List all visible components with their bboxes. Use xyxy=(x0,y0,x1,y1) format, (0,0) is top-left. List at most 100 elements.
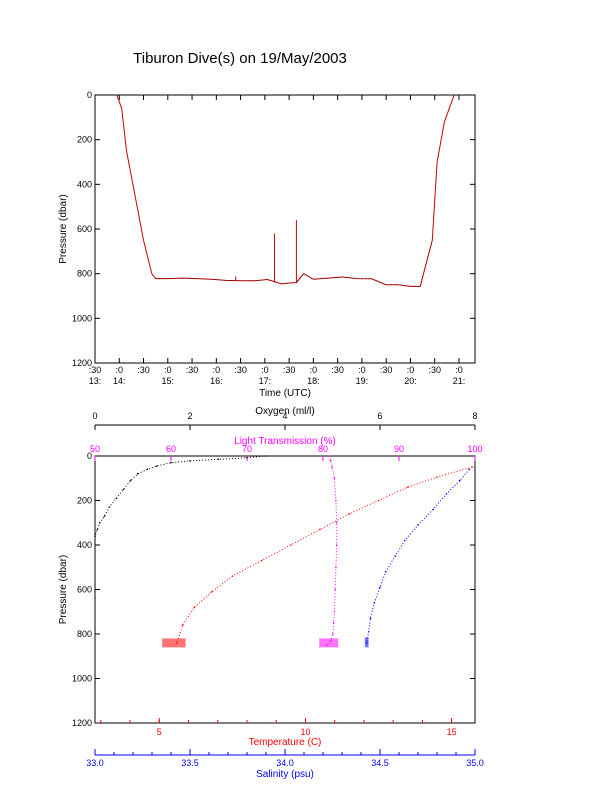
y-tick-label: 800 xyxy=(77,269,92,279)
salinity-profile-bottom-cluster xyxy=(364,637,369,648)
transmission-profile-point xyxy=(335,499,337,502)
x-tick-label-hour: 20: xyxy=(404,376,417,386)
transmission-tick-label: 50 xyxy=(90,444,100,454)
transmission-tick-label: 60 xyxy=(166,444,176,454)
x-tick-label-min: :0 xyxy=(455,365,463,375)
x-tick-label-hour: 18: xyxy=(307,376,320,386)
salinity-axis-label: Salinity (psu) xyxy=(256,769,314,780)
x-axis-label: Time (UTC) xyxy=(259,388,311,399)
temperature-tick-label: 15 xyxy=(447,727,457,737)
transmission-profile-point xyxy=(335,521,338,524)
salinity-profile-point xyxy=(384,570,387,573)
oxygen-profile-point xyxy=(108,506,111,508)
y-tick-label: 400 xyxy=(77,179,92,189)
x-tick-label-min: :30 xyxy=(428,365,441,375)
y-tick-label: 600 xyxy=(77,224,92,234)
transmission-profile-point xyxy=(329,459,332,462)
oxygen-profile-point xyxy=(98,521,101,524)
oxygen-tick-label: 4 xyxy=(282,411,287,421)
salinity-profile-point xyxy=(445,493,448,495)
oxygen-profile-point xyxy=(129,479,132,482)
pressure-trace xyxy=(116,94,455,287)
y-tick-label: 0 xyxy=(87,90,92,100)
oxygen-profile-point xyxy=(136,473,139,475)
transmission-tick-label: 70 xyxy=(242,444,252,454)
temperature-profile-bottom-cluster xyxy=(162,638,186,648)
oxygen-profile-point xyxy=(265,455,267,457)
oxygen-tick-label: 6 xyxy=(377,411,382,421)
x-tick-label-min: :30 xyxy=(234,365,247,375)
x-tick-label-hour: 16: xyxy=(210,376,223,386)
transmission-profile-point xyxy=(333,610,336,613)
oxygen-profile-point xyxy=(122,488,125,491)
oxygen-profile-point xyxy=(96,528,99,531)
y-tick-label: 1000 xyxy=(72,313,92,323)
x-tick-label-hour: 21: xyxy=(453,376,466,386)
x-tick-label-min: :30 xyxy=(89,365,102,375)
temperature-profile-point xyxy=(436,476,438,478)
x-tick-label-hour: 14: xyxy=(113,376,126,386)
x-tick-label-min: :0 xyxy=(310,365,318,375)
salinity-profile-point xyxy=(379,586,381,589)
y-tick-label: 1000 xyxy=(72,674,92,684)
oxygen-profile-point xyxy=(170,461,172,464)
transmission-profile-point xyxy=(334,588,336,591)
salinity-profile-point xyxy=(403,539,406,542)
pressure-time-chart: 020040060080010001200:30:0:30:0:30:0:30:… xyxy=(58,90,476,399)
salinity-tick-label: 33.5 xyxy=(181,758,199,768)
transmission-tick-label: 90 xyxy=(394,444,404,454)
pressure-trace-bottom xyxy=(155,240,433,287)
y-tick-label: 1200 xyxy=(72,718,92,728)
salinity-profile-point xyxy=(367,630,370,633)
salinity-profile-point xyxy=(369,617,372,620)
x-tick-label-min: :30 xyxy=(283,365,296,375)
transmission-profile-point xyxy=(328,455,330,457)
x-tick-label-min: :0 xyxy=(407,365,415,375)
salinity-profile-point xyxy=(373,602,376,604)
transmission-profile-point xyxy=(332,622,335,624)
x-tick-label-min: :30 xyxy=(137,365,150,375)
x-tick-label-min: :0 xyxy=(116,365,124,375)
salinity-tick-label: 35.0 xyxy=(466,758,484,768)
temperature-profile-point xyxy=(348,513,351,515)
temperature-profile xyxy=(176,466,473,644)
chart-title: Tiburon Dive(s) on 19/May/2003 xyxy=(133,50,347,67)
oxygen-tick-label: 2 xyxy=(187,411,192,421)
temperature-profile-point xyxy=(211,590,213,593)
x-tick-label-hour: 13: xyxy=(89,376,102,386)
salinity-profile xyxy=(366,469,470,643)
temperature-axis-label: Temperature (C) xyxy=(249,737,322,748)
transmission-profile-bottom-cluster xyxy=(319,638,339,648)
x-tick-label-min: :0 xyxy=(261,365,269,375)
oxygen-profile-point xyxy=(217,458,220,461)
salinity-profile-point xyxy=(417,524,419,526)
transmission-tick-label: 80 xyxy=(318,444,328,454)
oxygen-profile-point xyxy=(115,497,118,500)
oxygen-profile xyxy=(94,455,267,537)
temperature-profile-point xyxy=(471,466,473,468)
y-tick-label: 1200 xyxy=(72,358,92,368)
y-tick-label: 200 xyxy=(77,135,92,145)
y-tick-label: 400 xyxy=(77,540,92,550)
y-tick-label: 200 xyxy=(77,496,92,506)
oxygen-profile-point xyxy=(246,456,248,459)
oxygen-profile-point xyxy=(146,468,149,471)
x-tick-label-min: :30 xyxy=(331,365,344,375)
x-tick-label-min: :30 xyxy=(380,365,393,375)
oxygen-tick-label: 0 xyxy=(92,411,97,421)
salinity-profile-point xyxy=(394,555,397,557)
transmission-profile-point xyxy=(331,466,333,468)
temperature-tick-label: 10 xyxy=(300,727,310,737)
salinity-profile-point xyxy=(432,508,435,511)
transmission-profile-point xyxy=(335,566,337,569)
oxygen-profile-point xyxy=(155,465,158,467)
oxygen-profile-point xyxy=(94,535,96,537)
y-axis-label: Pressure (dbar) xyxy=(58,555,69,624)
y-axis-label: Pressure (dbar) xyxy=(58,194,69,263)
oxygen-profile-point xyxy=(189,460,191,462)
transmission-profile-point xyxy=(332,633,334,635)
y-tick-label: 600 xyxy=(77,585,92,595)
y-tick-label: 0 xyxy=(87,451,92,461)
oxygen-tick-label: 8 xyxy=(472,411,477,421)
